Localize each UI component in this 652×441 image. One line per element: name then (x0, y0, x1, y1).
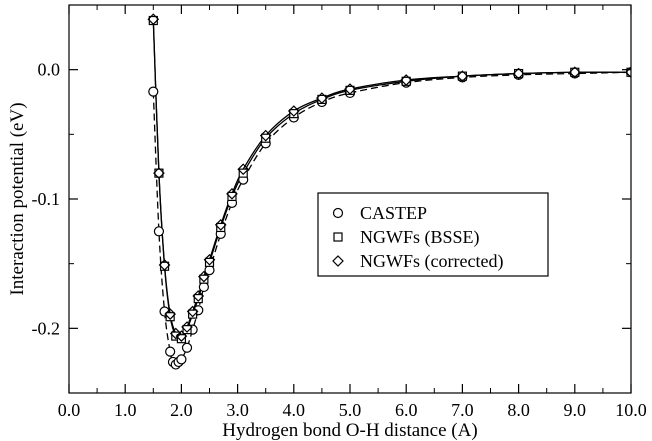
legend-label-castep: CASTEP (360, 203, 427, 223)
series-line-2 (152, 20, 631, 340)
data-point-diamond (192, 290, 205, 302)
x-tick-label: 9.0 (564, 400, 587, 420)
data-point-square (457, 71, 467, 81)
x-tick-label: 3.0 (226, 400, 249, 420)
data-point-diamond (316, 92, 328, 104)
legend-marker-circle (332, 207, 344, 219)
data-point-diamond (287, 105, 300, 117)
data-point-circle (176, 354, 187, 365)
data-point-circle (165, 346, 176, 357)
data-point-diamond (164, 308, 177, 320)
legend: CASTEP NGWFs (BSSE) NGWFs (corrected) (317, 192, 549, 277)
data-point-circle (181, 342, 193, 353)
data-point-square (188, 309, 198, 319)
data-point-diamond (344, 83, 356, 95)
x-tick-label: 7.0 (451, 400, 474, 420)
x-tick-label: 4.0 (283, 400, 306, 420)
legend-label-ngwfs-bsse: NGWFs (BSSE) (360, 227, 480, 248)
x-tick-label: 5.0 (339, 400, 362, 420)
data-point-square (289, 109, 299, 119)
legend-label-ngwfs-corrected: NGWFs (corrected) (360, 251, 503, 272)
data-point-diamond (568, 66, 581, 79)
data-point-circle (198, 281, 209, 293)
data-point-diamond (181, 321, 193, 333)
data-point-diamond (186, 305, 199, 318)
data-point-diamond (259, 129, 272, 142)
data-point-square (193, 293, 203, 304)
x-tick-label: 6.0 (395, 400, 418, 420)
data-point-square (261, 133, 271, 143)
data-point-square (165, 312, 175, 322)
data-point-diamond (147, 13, 160, 26)
y-tick-label: -0.1 (32, 189, 61, 209)
x-tick-label: 8.0 (507, 400, 530, 420)
data-point-diamond (237, 163, 250, 176)
tick-labels: 0.0 1.0 2.0 3.0 4.0 5.0 6.0 7.0 8.0 9.0 10.0 -0.2 -0… (32, 60, 647, 420)
y-tick-label: 0.0 (38, 60, 61, 80)
legend-marker-square (333, 232, 343, 242)
x-axis-label: Hydrogen bond O-H distance (A) (222, 420, 477, 441)
data-point-diamond (400, 74, 413, 86)
axis-ticks (68, 4, 632, 394)
data-point-diamond (512, 67, 525, 80)
y-tick-label: -0.2 (32, 318, 61, 338)
data-point-circle (153, 226, 165, 237)
legend-markers (332, 207, 344, 267)
data-point-diamond (456, 70, 469, 82)
data-point-square (626, 67, 631, 77)
data-point-square (216, 222, 226, 233)
y-axis-label: Interaction potential (eV) (7, 102, 28, 295)
data-point-diamond (153, 167, 165, 179)
data-point-square (204, 257, 215, 267)
data-point-circle (148, 86, 159, 97)
data-point-square (199, 274, 209, 284)
data-point-square (570, 67, 580, 77)
data-point-square (513, 68, 524, 79)
legend-box (317, 192, 549, 277)
data-markers (147, 13, 631, 370)
data-point-diamond (198, 270, 210, 283)
x-tick-label: 10.0 (615, 400, 647, 420)
x-tick-label: 0.0 (58, 400, 81, 420)
data-point-diamond (625, 66, 631, 79)
data-point-diamond (226, 187, 238, 200)
x-tick-label: 1.0 (114, 400, 137, 420)
data-point-diamond (203, 253, 216, 266)
data-point-square (227, 191, 237, 202)
data-point-diamond (214, 219, 227, 231)
legend-marker-diamond (332, 255, 344, 267)
data-point-diamond (169, 327, 182, 340)
data-point-square (176, 334, 186, 344)
data-point-square (154, 168, 164, 178)
data-point-square (182, 325, 192, 335)
data-point-diamond (175, 330, 188, 342)
data-point-square (238, 168, 248, 178)
x-tick-label: 2.0 (170, 400, 193, 420)
data-point-diamond (158, 259, 171, 271)
curves (152, 19, 631, 366)
series-line-3 (152, 19, 631, 338)
